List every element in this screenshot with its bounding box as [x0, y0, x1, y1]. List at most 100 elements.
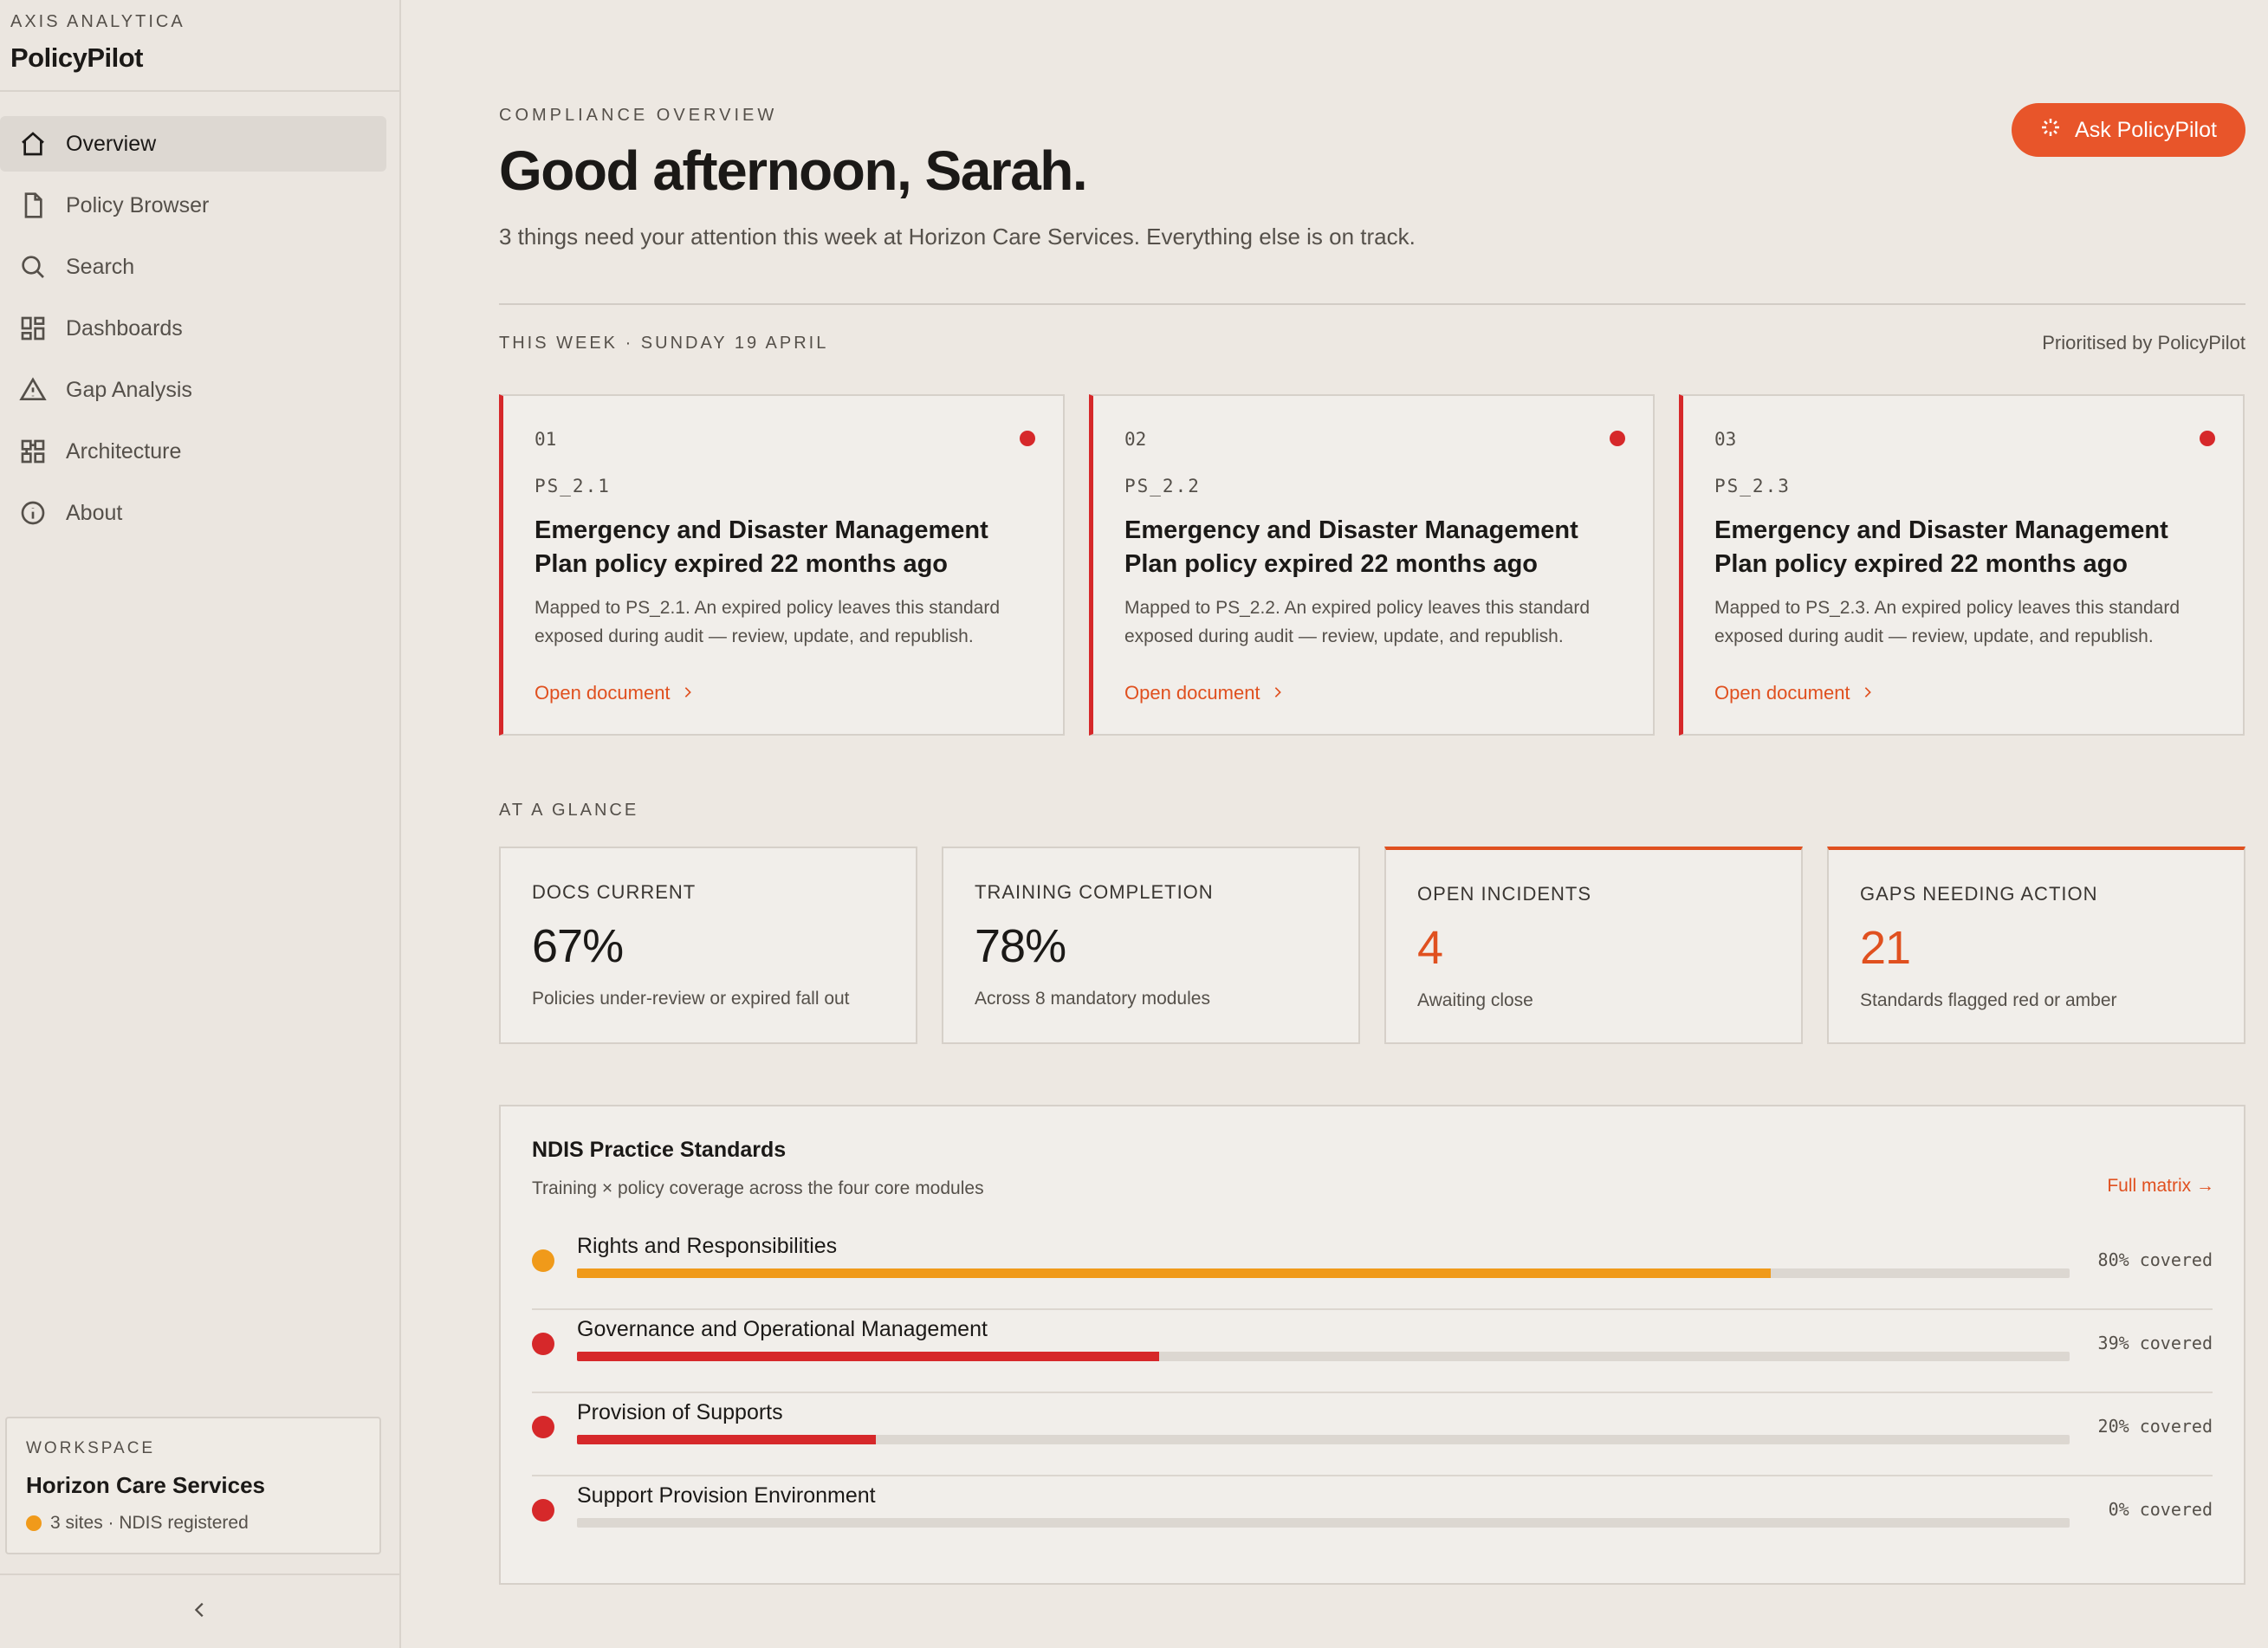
attention-cards: 01 PS_2.1 Emergency and Disaster Managem…	[499, 394, 2245, 736]
sidebar-item-gap-analysis[interactable]: Gap Analysis	[0, 362, 386, 418]
coverage-track	[577, 1435, 2070, 1444]
card-description: Mapped to PS_2.3. An expired policy leav…	[1714, 598, 2180, 646]
stat-note: Standards flagged red or amber	[1860, 990, 2117, 1010]
coverage-percent: 80% covered	[2097, 1249, 2213, 1270]
standard-name: Provision of Supports	[577, 1400, 783, 1424]
sidebar: AXIS ANALYTICA PolicyPilot Overview Poli…	[0, 0, 401, 1648]
brand-org: AXIS ANALYTICA	[10, 12, 185, 31]
architecture-icon	[19, 438, 47, 465]
stat-note: Awaiting close	[1417, 990, 1533, 1010]
status-dot	[1020, 431, 1035, 446]
stat-note: Across 8 mandatory modules	[975, 989, 1210, 1009]
coverage-percent: 0% covered	[2108, 1499, 2213, 1520]
stat-card-docs-current[interactable]: DOCS CURRENT 67% Policies under-review o…	[499, 847, 917, 1044]
card-number: 03	[1714, 429, 1737, 450]
open-document-link[interactable]: Open document	[535, 682, 1034, 704]
section-divider	[499, 303, 2245, 305]
sidebar-item-dashboards[interactable]: Dashboards	[0, 301, 386, 356]
status-dot	[1610, 431, 1625, 446]
status-dot	[2200, 431, 2215, 446]
standard-status-dot	[532, 1499, 554, 1521]
link-label: Open document	[535, 682, 671, 704]
card-number: 01	[535, 429, 557, 450]
sidebar-item-architecture[interactable]: Architecture	[0, 424, 386, 479]
sidebar-item-about[interactable]: About	[0, 485, 386, 541]
coverage-percent: 39% covered	[2097, 1333, 2213, 1353]
workspace-status-dot	[26, 1515, 42, 1531]
card-title: Emergency and Disaster Management Plan p…	[1124, 516, 1578, 578]
link-label: Open document	[1124, 682, 1260, 704]
open-document-link[interactable]: Open document	[1714, 682, 2213, 704]
card-title: Emergency and Disaster Management Plan p…	[1714, 516, 2168, 578]
workspace-card[interactable]: WORKSPACE Horizon Care Services 3 sites …	[5, 1417, 381, 1554]
card-title: Emergency and Disaster Management Plan p…	[535, 516, 988, 578]
sidebar-nav: Overview Policy Browser Search Dashboard…	[0, 92, 399, 541]
card-description: Mapped to PS_2.2. An expired policy leav…	[1124, 598, 1590, 646]
card-number: 02	[1124, 429, 1147, 450]
sidebar-item-label: Policy Browser	[66, 192, 210, 217]
standard-name: Support Provision Environment	[577, 1483, 876, 1508]
sidebar-item-label: Dashboards	[66, 315, 183, 341]
search-icon	[19, 253, 47, 281]
stat-label: DOCS CURRENT	[532, 881, 697, 903]
page-title: Good afternoon, Sarah.	[499, 139, 1088, 202]
sidebar-item-overview[interactable]: Overview	[0, 116, 386, 172]
sidebar-item-policy-browser[interactable]: Policy Browser	[0, 178, 386, 233]
warning-icon	[19, 376, 47, 404]
standard-row[interactable]: Governance and Operational Management 39…	[532, 1310, 2213, 1393]
link-label: Open document	[1714, 682, 1850, 704]
stat-card-training-completion[interactable]: TRAINING COMPLETION 78% Across 8 mandato…	[942, 847, 1360, 1044]
coverage-percent: 20% covered	[2097, 1416, 2213, 1437]
prioritised-label: Prioritised by PolicyPilot	[2042, 332, 2245, 354]
coverage-fill	[577, 1435, 876, 1444]
standard-status-dot	[532, 1333, 554, 1355]
stat-card-open-incidents[interactable]: OPEN INCIDENTS 4 Awaiting close	[1384, 847, 1803, 1044]
stat-card-gaps-needing-action[interactable]: GAPS NEEDING ACTION 21 Standards flagged…	[1827, 847, 2245, 1044]
chevron-right-icon	[671, 682, 695, 704]
stat-label: GAPS NEEDING ACTION	[1860, 883, 2098, 905]
coverage-fill	[577, 1268, 1772, 1278]
dashboard-icon	[19, 315, 47, 342]
attention-card[interactable]: 02 PS_2.2 Emergency and Disaster Managem…	[1089, 394, 1655, 736]
coverage-track	[577, 1268, 2070, 1278]
stat-value: 21	[1860, 922, 1911, 974]
stat-label: OPEN INCIDENTS	[1417, 883, 1592, 905]
sidebar-item-label: Architecture	[66, 438, 182, 464]
standards-title: NDIS Practice Standards	[532, 1138, 787, 1162]
stat-note: Policies under-review or expired fall ou…	[532, 989, 850, 1009]
brand-app-name[interactable]: PolicyPilot	[10, 42, 143, 73]
card-code: PS_2.3	[1714, 476, 1791, 496]
document-icon	[19, 191, 47, 219]
chevron-right-icon	[1260, 682, 1285, 704]
standard-status-dot	[532, 1249, 554, 1272]
open-document-link[interactable]: Open document	[1124, 682, 1623, 704]
sidebar-item-search[interactable]: Search	[0, 239, 386, 295]
card-code: PS_2.1	[535, 476, 611, 496]
standard-name: Governance and Operational Management	[577, 1317, 988, 1341]
page-subtitle: 3 things need your attention this week a…	[499, 224, 1416, 250]
attention-card[interactable]: 03 PS_2.3 Emergency and Disaster Managem…	[1679, 394, 2245, 736]
sidebar-item-label: Search	[66, 254, 135, 279]
stat-label: TRAINING COMPLETION	[975, 881, 1214, 903]
coverage-track	[577, 1352, 2070, 1361]
week-label: THIS WEEK · SUNDAY 19 APRIL	[499, 334, 829, 353]
sidebar-item-label: Overview	[66, 131, 157, 156]
standards-subtitle: Training × policy coverage across the fo…	[532, 1178, 984, 1198]
coverage-track	[577, 1518, 2070, 1528]
standards-panel: NDIS Practice Standards Training × polic…	[499, 1105, 2245, 1585]
standard-row[interactable]: Rights and Responsibilities 80% covered	[532, 1227, 2213, 1310]
coverage-fill	[577, 1352, 1159, 1361]
standard-name: Rights and Responsibilities	[577, 1234, 838, 1258]
page-eyebrow: COMPLIANCE OVERVIEW	[499, 106, 778, 125]
standard-row[interactable]: Support Provision Environment 0% covered	[532, 1476, 2213, 1560]
workspace-meta: 3 sites · NDIS registered	[26, 1513, 360, 1534]
stat-value: 78%	[975, 920, 1066, 972]
collapse-sidebar-button[interactable]	[0, 1573, 399, 1648]
attention-card[interactable]: 01 PS_2.1 Emergency and Disaster Managem…	[499, 394, 1065, 736]
sidebar-item-label: Gap Analysis	[66, 377, 192, 402]
sparkle-icon	[2040, 117, 2075, 144]
info-icon	[19, 499, 47, 527]
full-matrix-link[interactable]: Full matrix →	[2107, 1176, 2214, 1196]
ask-policypilot-button[interactable]: Ask PolicyPilot	[2012, 103, 2245, 157]
standard-row[interactable]: Provision of Supports 20% covered	[532, 1393, 2213, 1476]
